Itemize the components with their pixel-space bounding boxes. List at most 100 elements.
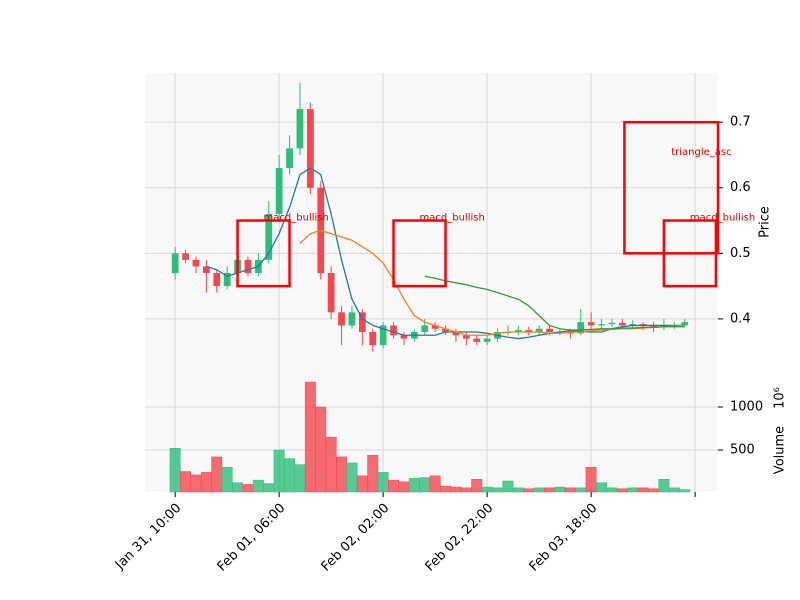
volume-bar (419, 477, 431, 493)
volume-bar (606, 487, 618, 493)
y-axis-label: Price (758, 206, 773, 238)
candle-body (379, 325, 387, 346)
volume-bar (585, 466, 597, 493)
candle-body (608, 322, 616, 325)
x-tick-label: Feb 02, 22:00 (423, 501, 497, 575)
volume-bar (221, 466, 233, 493)
candle-body (587, 322, 595, 326)
volume-bar (668, 487, 680, 493)
x-tick-label: Feb 02, 02:00 (319, 501, 393, 575)
y-tick-label: 0.4 (730, 311, 751, 326)
y-tick-label: 0.7 (730, 115, 751, 130)
volume-bar (533, 487, 545, 493)
volume-bar (440, 485, 451, 493)
volume-bar (637, 487, 649, 493)
x-tick-label: Feb 01, 06:00 (215, 501, 289, 575)
volume-bar (304, 381, 316, 493)
y-tick-label: 0.5 (730, 246, 751, 261)
volume-bar (190, 474, 202, 493)
candle-body (223, 272, 231, 287)
candle-body (338, 312, 345, 326)
candle-body (442, 328, 449, 333)
candle-body (358, 312, 366, 333)
candle-body (286, 148, 293, 169)
candle-body (452, 332, 460, 336)
volume-bar (211, 456, 223, 493)
annotation-box (392, 219, 447, 288)
volume-bar (180, 471, 192, 493)
candle-body (265, 213, 273, 260)
candle-body (275, 168, 283, 214)
volume-bar (616, 488, 628, 493)
annotation-label: triangle_asc (671, 147, 731, 158)
candle-body (618, 322, 626, 326)
annotation-box (662, 219, 718, 288)
moving-average-line (206, 167, 685, 340)
volume-bar (169, 448, 181, 493)
volume-bar (596, 482, 607, 493)
volume-bar (471, 479, 483, 493)
candle-body (306, 109, 314, 188)
volume-bar (325, 436, 337, 493)
volume-offset-label: 10⁶ (773, 387, 788, 409)
candle-body (514, 330, 522, 333)
moving-average-line (424, 275, 685, 331)
volume-bar (346, 462, 358, 493)
volume-bar (658, 479, 670, 493)
volume-bar (263, 483, 275, 493)
y-tick-label: 0.6 (730, 180, 751, 195)
volume-bar (492, 487, 503, 493)
volume-bar (502, 480, 514, 493)
volume-bar (232, 482, 244, 493)
volume-tick-label: 500 (730, 443, 755, 458)
volume-bar (627, 487, 639, 493)
volume-bar (356, 475, 368, 493)
candle-body (348, 312, 356, 326)
volume-bar (252, 479, 264, 493)
candle-body (390, 325, 397, 336)
candle-body (213, 272, 221, 287)
candle-body (577, 322, 585, 334)
candle-body (327, 272, 335, 313)
volume-tick-label: 1000 (730, 400, 763, 415)
volume-panel (145, 372, 718, 492)
annotation-label: macd_bullish (264, 213, 329, 224)
volume-bar (523, 488, 535, 493)
volume-bar (200, 472, 212, 493)
volume-axis-label: Volume (773, 426, 788, 474)
volume-bar (554, 486, 566, 493)
annotation-label: macd_bullish (420, 213, 485, 224)
volume-bar (575, 487, 587, 493)
volume-bar (367, 454, 379, 493)
volume-bar (460, 487, 472, 493)
volume-bar (284, 458, 295, 493)
candle-body (525, 330, 533, 333)
candle-body (546, 328, 553, 333)
annotation-box (236, 219, 291, 288)
candle-body (202, 266, 210, 273)
candle-body (639, 324, 647, 326)
candle-body (598, 324, 605, 326)
volume-bar (481, 486, 493, 493)
candle-body (369, 332, 377, 346)
candle-body (566, 332, 574, 334)
candle-body (192, 259, 200, 267)
x-tick-label: Jan 31, 10:00 (112, 501, 184, 573)
volume-bar (377, 472, 389, 493)
volume-bar (450, 486, 462, 493)
candle-body (400, 335, 408, 339)
volume-bar (398, 481, 410, 493)
volume-bar (564, 487, 576, 493)
moving-average-line (299, 229, 685, 336)
volume-bar (408, 478, 420, 493)
volume-bar (336, 456, 347, 493)
candle-body (462, 335, 470, 339)
candle-body (244, 259, 252, 273)
candle-body (182, 253, 189, 260)
volume-bar (315, 406, 327, 493)
candle-body (171, 253, 179, 273)
candle-body (629, 324, 637, 326)
annotation-box (623, 120, 720, 255)
volume-bar (294, 464, 306, 493)
